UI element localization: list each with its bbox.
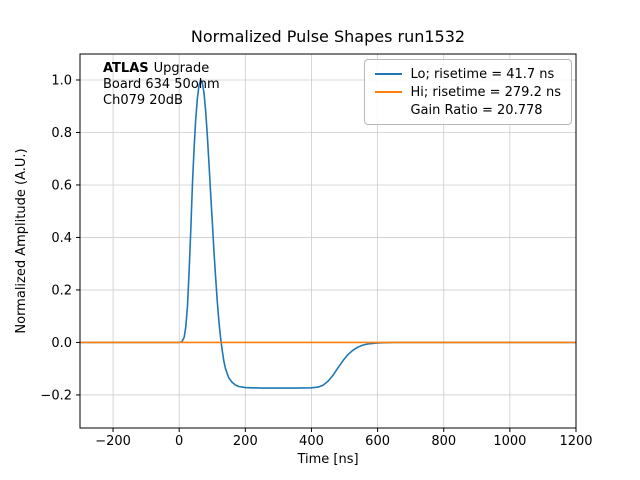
- y-tick-label: −0.2: [40, 388, 72, 403]
- y-tick-label: 0.0: [51, 336, 72, 351]
- x-tick-label: 0: [175, 434, 183, 449]
- y-tick-label: 0.2: [51, 283, 72, 298]
- x-axis-label: Time [ns]: [297, 452, 359, 467]
- x-tick-label: 200: [233, 434, 258, 449]
- x-tick-label: 1000: [493, 434, 526, 449]
- annotation: ATLAS Upgrade Board 634 50ohm Ch079 20dB: [103, 61, 220, 109]
- legend-label-gain: Gain Ratio = 20.778: [410, 102, 543, 118]
- legend: Lo; risetime = 41.7 ns Hi; risetime = 27…: [364, 59, 572, 125]
- x-tick-label: 400: [299, 434, 324, 449]
- x-tick-label: 1200: [559, 434, 592, 449]
- legend-line-sample-hi: [375, 91, 403, 93]
- legend-line-sample-gain: [375, 109, 402, 111]
- y-axis-label: Normalized Amplitude (A.U.): [14, 148, 29, 334]
- legend-label-hi: Hi; risetime = 279.2 ns: [410, 84, 561, 100]
- y-tick-label: 0.4: [51, 231, 72, 246]
- annotation-upgrade: Upgrade: [153, 61, 210, 76]
- axes-frame: [79, 53, 577, 429]
- x-tick-label: 600: [365, 434, 390, 449]
- x-tick-label: −200: [95, 434, 131, 449]
- legend-line-sample-lo: [375, 73, 403, 75]
- y-tick-label: 1.0: [51, 73, 72, 88]
- annotation-line-1: ATLAS Upgrade: [103, 61, 220, 77]
- legend-label-lo: Lo; risetime = 41.7 ns: [410, 66, 555, 82]
- series-line-0: [80, 79, 576, 389]
- legend-item-gain-ratio: Gain Ratio = 20.778: [375, 101, 561, 119]
- annotation-line-2: Board 634 50ohm: [103, 77, 220, 92]
- x-tick-label: 800: [431, 434, 456, 449]
- annotation-line-3: Ch079 20dB: [103, 93, 183, 108]
- legend-item-hi: Hi; risetime = 279.2 ns: [375, 83, 561, 101]
- chart-title: Normalized Pulse Shapes run1532: [190, 27, 466, 46]
- y-tick-label: 0.6: [51, 178, 72, 193]
- y-tick-label: 0.8: [51, 126, 72, 141]
- annotation-atlas: ATLAS: [103, 61, 149, 76]
- legend-item-lo: Lo; risetime = 41.7 ns: [375, 65, 561, 83]
